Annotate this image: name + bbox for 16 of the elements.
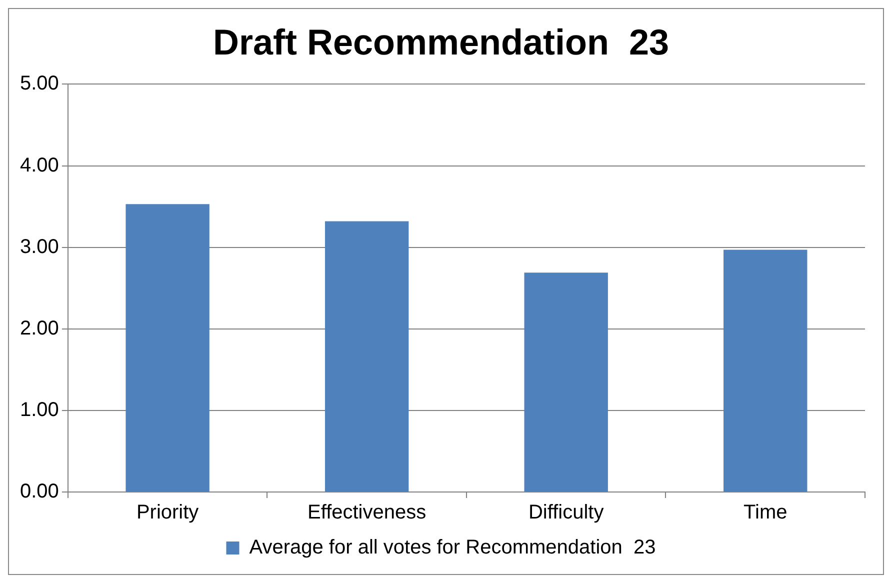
- bar: [324, 221, 409, 492]
- x-tick-label: Effectiveness: [308, 502, 426, 524]
- y-tick-label: 2.00: [20, 317, 59, 340]
- x-tick-label: Difficulty: [528, 502, 604, 524]
- bar: [126, 204, 210, 492]
- y-tick-label: 4.00: [20, 154, 59, 176]
- bar: [724, 250, 808, 492]
- x-tick-label: Priority: [136, 502, 199, 524]
- y-tick-label: 0.00: [20, 480, 59, 503]
- y-tick-label: 3.00: [20, 236, 59, 258]
- y-tick-label: 5.00: [20, 72, 59, 95]
- bar: [524, 272, 608, 492]
- legend-label: Average for all votes for Recommendation 23: [249, 536, 656, 559]
- y-tick-label: 1.00: [20, 398, 59, 421]
- x-tick-label: Time: [744, 502, 788, 524]
- chart-title: Draft Recommendation 23: [212, 22, 670, 63]
